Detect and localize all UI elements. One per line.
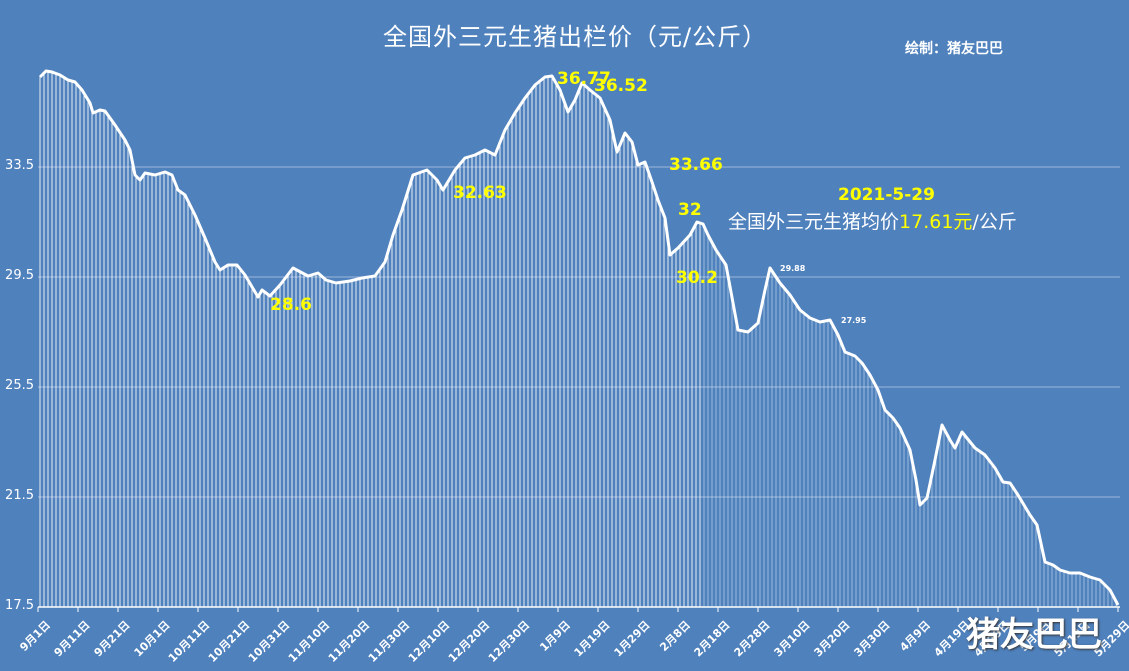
x-axis: [37, 606, 1120, 612]
data-label: 32: [678, 200, 702, 220]
info-prefix: 全国外三元生猪均价: [728, 211, 900, 233]
data-label: 32.63: [453, 183, 507, 203]
data-label: 28.6: [270, 295, 312, 315]
info-value: 17.61元: [899, 211, 973, 233]
data-label: 33.66: [669, 155, 723, 175]
info-date: 2021-5-29: [838, 185, 935, 205]
chart-credit: 绘制：猪友巴巴: [905, 41, 1003, 57]
info-suffix: /公斤: [972, 211, 1017, 233]
data-label: 36.77: [557, 69, 611, 89]
chart-title: 全国外三元生猪出栏价（元/公斤）: [383, 23, 768, 51]
y-tick-label: 17.5: [5, 598, 34, 613]
data-label: 36.52: [594, 76, 648, 96]
hatch-bars: [39, 71, 1117, 607]
price-line: [38, 69, 1120, 606]
data-label: 27.95: [841, 316, 867, 325]
y-tick-label: 33.5: [5, 158, 34, 173]
gridlines: [38, 166, 1120, 498]
y-tick-label: 25.5: [5, 378, 34, 393]
y-tick-label: 21.5: [5, 488, 34, 503]
watermark: 猪友巴巴: [966, 615, 1102, 655]
y-tick-label: 29.5: [5, 268, 34, 283]
info-average-price: 全国外三元生猪均价17.61元/公斤: [728, 207, 1017, 234]
data-label: 30.2: [676, 268, 718, 288]
data-label: 29.88: [780, 264, 806, 273]
